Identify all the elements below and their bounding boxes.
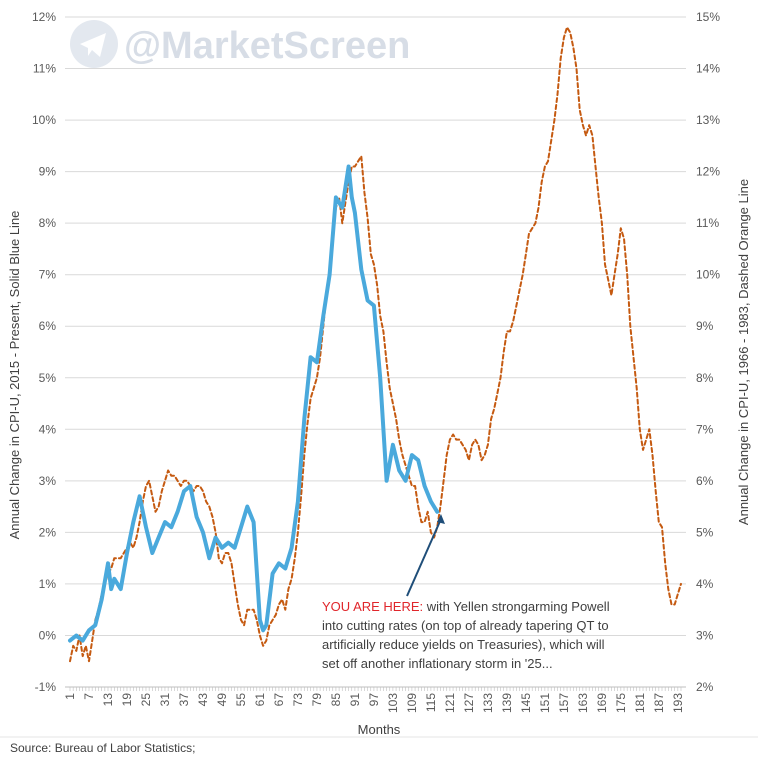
- axes: [65, 686, 686, 691]
- x-tick-label: 193: [671, 693, 685, 713]
- annotation-line-1: YOU ARE HERE: with Yellen strongarming P…: [322, 599, 610, 614]
- y-right-tick-label: 8%: [696, 371, 714, 385]
- gridlines: [65, 16, 686, 688]
- annotation-arrow-head: [437, 514, 445, 524]
- x-tick-label: 115: [424, 693, 438, 712]
- x-tick-label: 49: [215, 693, 229, 707]
- x-tick-label: 145: [519, 693, 533, 713]
- y-right-tick-label: 15%: [696, 10, 720, 24]
- y-axis-right-ticks: 2% 3% 4% 5% 6% 7% 8% 9% 10% 11% 12% 13% 14% 15%: [696, 10, 720, 694]
- x-tick-label: 175: [614, 693, 628, 713]
- x-tick-label: 1: [63, 693, 77, 700]
- y-right-tick-label: 7%: [696, 422, 714, 436]
- y-left-tick-label: -1%: [35, 680, 57, 694]
- x-tick-label: 133: [481, 693, 495, 713]
- series-line-2015-present: [68, 164, 440, 643]
- x-tick-label: 169: [595, 693, 609, 713]
- source-note: Source: Bureau of Labor Statistics;: [10, 741, 195, 755]
- annotation: YOU ARE HERE: with Yellen strongarming P…: [322, 514, 610, 671]
- y-left-tick-label: 0%: [39, 628, 57, 642]
- x-tick-label: 25: [139, 693, 153, 707]
- x-tick-label: 73: [291, 693, 305, 707]
- watermark-text: @MarketScreen: [124, 25, 410, 67]
- x-tick-label: 55: [234, 693, 248, 707]
- series-line-1966-1983: [69, 26, 682, 663]
- y-right-tick-label: 9%: [696, 319, 714, 333]
- y-right-tick-label: 13%: [696, 113, 720, 127]
- x-axis-ticks: 1 7 13 19 25 31 37 43 49 55 61 67 73 79 85 91 97 103 109 11…: [63, 693, 685, 713]
- x-tick-label: 139: [500, 693, 514, 713]
- x-tick-label: 79: [310, 693, 324, 707]
- y-left-tick-label: 11%: [33, 62, 56, 76]
- x-tick-label: 85: [329, 693, 343, 707]
- y-axis-right-title: Annual Change in CPI-U, 1966 - 1983, Das…: [736, 179, 751, 525]
- y-left-tick-label: 12%: [32, 10, 56, 24]
- x-tick-label: 13: [101, 693, 115, 707]
- y-left-tick-label: 2%: [39, 525, 57, 539]
- series-group: [68, 26, 682, 663]
- y-right-tick-label: 4%: [696, 577, 714, 591]
- x-tick-label: 67: [272, 693, 286, 707]
- annotation-line-3: artificially reduce yields on Treasuries…: [322, 637, 605, 652]
- x-tick-label: 103: [386, 693, 400, 713]
- annotation-highlight: YOU ARE HERE:: [322, 599, 423, 614]
- x-tick-label: 163: [576, 693, 590, 713]
- x-tick-label: 127: [462, 693, 476, 713]
- y-right-tick-label: 6%: [696, 474, 714, 488]
- y-left-tick-label: 7%: [39, 268, 57, 282]
- y-left-tick-label: 4%: [39, 422, 57, 436]
- y-left-tick-label: 1%: [39, 577, 57, 591]
- x-tick-label: 31: [158, 693, 172, 707]
- y-right-tick-label: 14%: [696, 62, 720, 76]
- x-tick-label: 121: [443, 693, 457, 713]
- x-tick-label: 157: [557, 693, 571, 713]
- x-axis-title: Months: [358, 722, 401, 737]
- x-tick-label: 97: [367, 693, 381, 707]
- x-tick-label: 181: [633, 693, 647, 713]
- y-left-tick-label: 10%: [32, 113, 56, 127]
- x-tick-label: 109: [405, 693, 419, 713]
- y-left-tick-label: 3%: [39, 474, 57, 488]
- x-tick-label: 19: [120, 693, 134, 707]
- annotation-arrow-line: [406, 518, 442, 597]
- y-left-tick-label: 5%: [39, 371, 57, 385]
- watermark: @MarketScreen: [70, 20, 410, 68]
- y-right-tick-label: 2%: [696, 680, 714, 694]
- x-tick-label: 37: [177, 693, 191, 707]
- y-axis-left-title: Annual Change in CPI-U, 2015 - Present, …: [7, 211, 22, 540]
- telegram-plane-glyph: [80, 33, 106, 57]
- annotation-text-1: with Yellen strongarming Powell: [423, 599, 610, 614]
- y-left-tick-label: 9%: [39, 165, 57, 179]
- y-left-tick-label: 6%: [39, 319, 57, 333]
- y-right-tick-label: 5%: [696, 525, 714, 539]
- x-tick-label: 151: [538, 693, 552, 713]
- x-tick-label: 7: [82, 693, 96, 700]
- y-right-tick-label: 3%: [696, 628, 714, 642]
- y-right-tick-label: 10%: [696, 268, 720, 282]
- x-tick-label: 187: [652, 693, 666, 713]
- y-axis-left-ticks: -1% 0% 1% 2% 3% 4% 5% 6% 7% 8% 9% 10% 11% 12%: [32, 10, 56, 694]
- y-right-tick-label: 11%: [696, 216, 719, 230]
- y-right-tick-label: 12%: [696, 165, 720, 179]
- x-tick-label: 61: [253, 693, 267, 707]
- x-tick-label: 43: [196, 693, 210, 707]
- annotation-line-2: into cutting rates (on top of already ta…: [322, 618, 609, 633]
- x-tick-label: 91: [348, 693, 362, 707]
- annotation-line-4: set off another inflationary storm in '2…: [322, 656, 553, 671]
- y-left-tick-label: 8%: [39, 216, 57, 230]
